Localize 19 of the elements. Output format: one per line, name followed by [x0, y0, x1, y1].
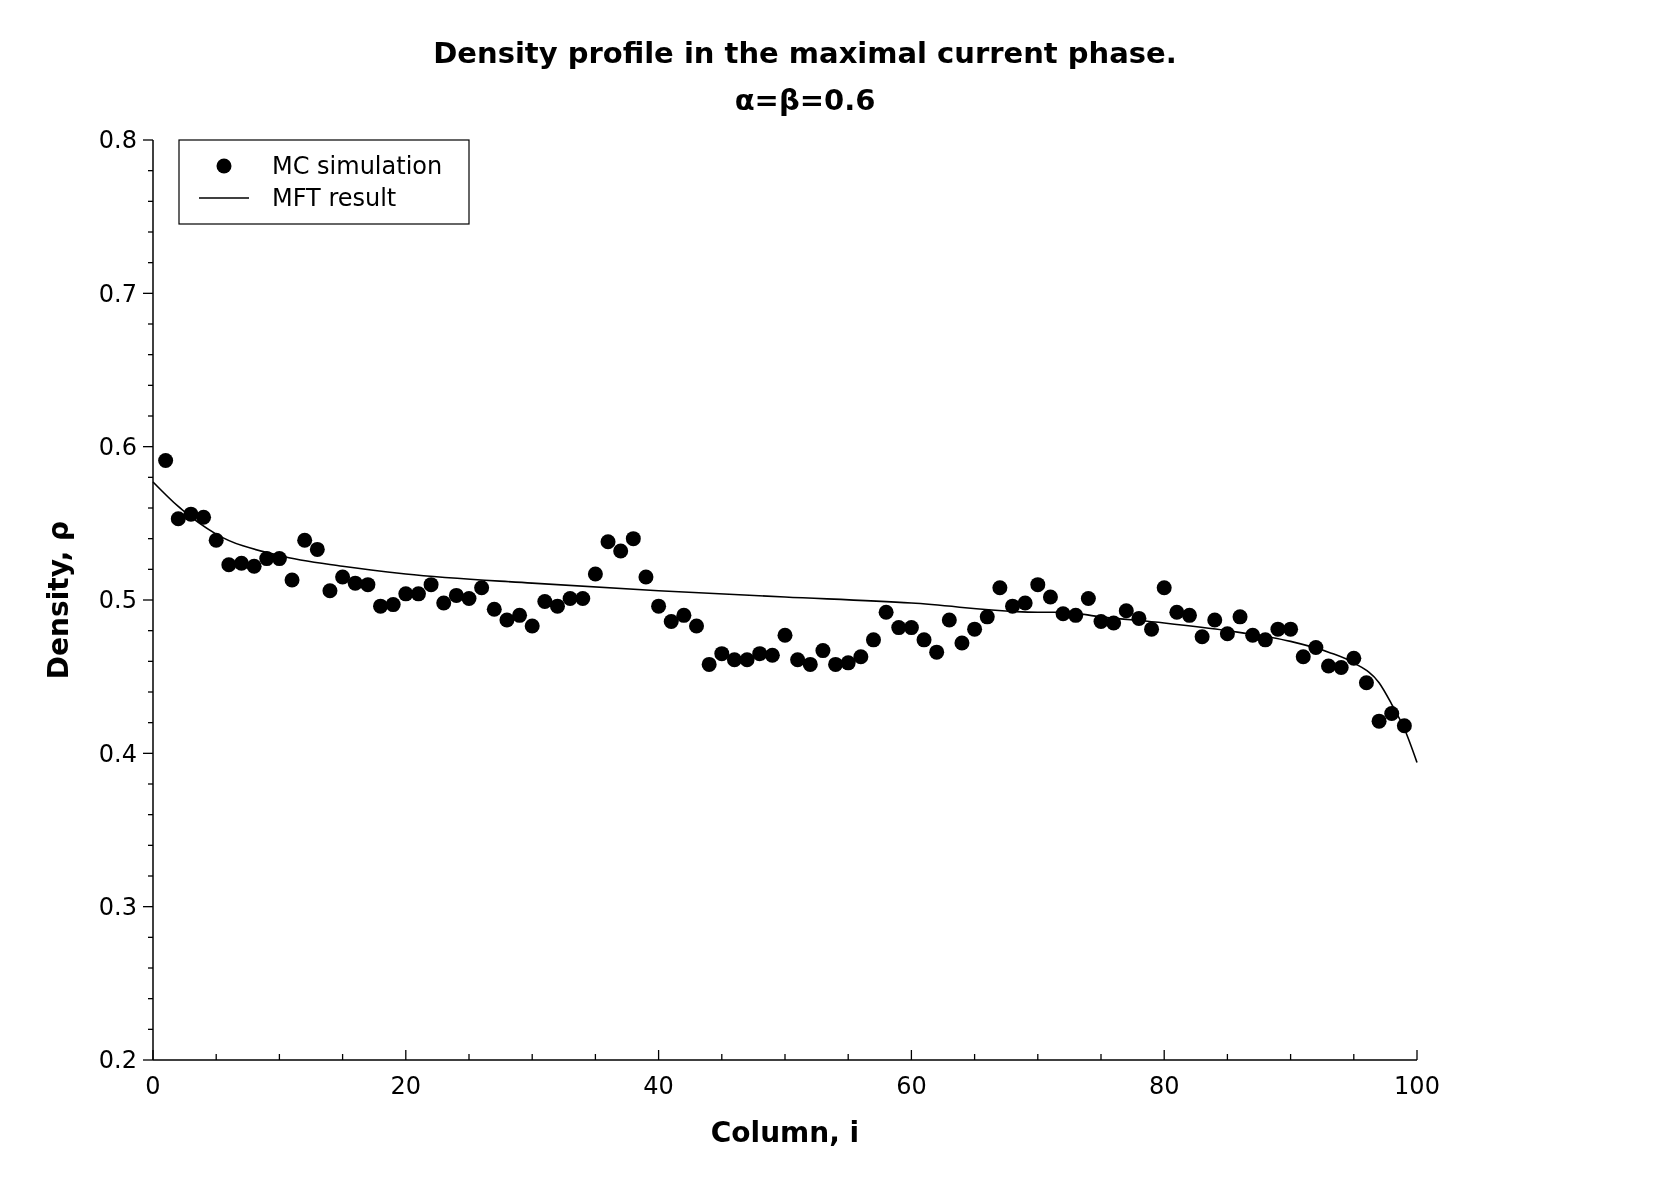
x-axis-title: Column, i: [710, 1116, 860, 1149]
y-tick-label: 0.7: [98, 279, 137, 308]
y-tick-label: 0.8: [98, 126, 137, 155]
y-tick-label: 0.5: [98, 586, 137, 615]
x-tick-label: 80: [1148, 1072, 1180, 1100]
x-tick-label: 100: [1394, 1072, 1440, 1100]
x-tick-label: 20: [390, 1072, 422, 1100]
y-tick-label: 0.4: [98, 739, 137, 768]
x-tick-label: 40: [643, 1072, 674, 1100]
legend-label: MFT result: [272, 184, 397, 213]
x-tick-label: 0: [145, 1072, 161, 1100]
y-tick-label: 0.2: [98, 1046, 137, 1075]
y-tick-label: 0.3: [98, 893, 137, 922]
chart-subtitle: α=β=0.6: [734, 83, 876, 117]
y-tick-label: 0.6: [98, 433, 137, 462]
legend-label: MC simulation: [272, 152, 443, 181]
y-axis-title: Density, ρ: [42, 520, 75, 680]
chart-title: Density profile in the maximal current phase.: [433, 36, 1177, 70]
x-tick-label: 60: [896, 1072, 927, 1100]
